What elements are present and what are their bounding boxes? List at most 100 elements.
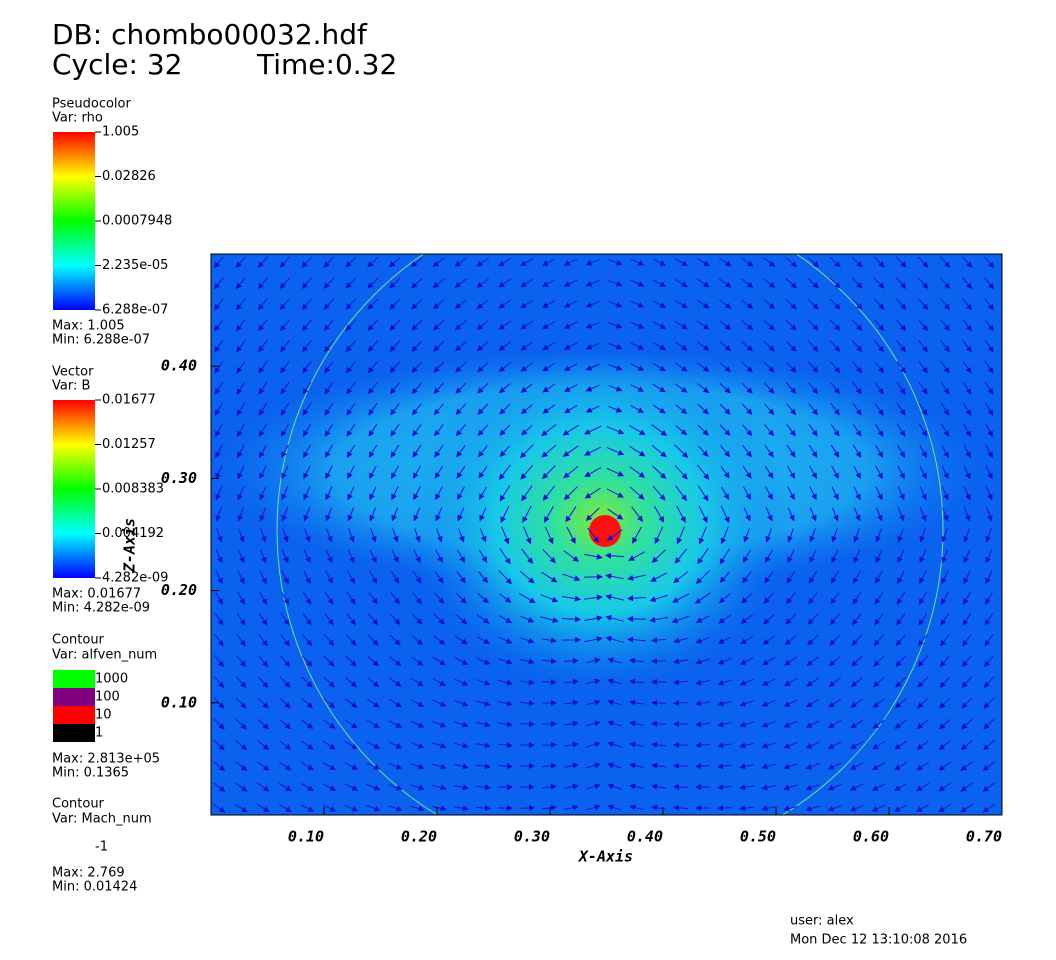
- vector-arrow: [411, 613, 423, 625]
- vector-arrow: [258, 360, 268, 374]
- vector-arrow: [303, 444, 311, 458]
- vector-arrow: [345, 319, 357, 331]
- vector-arrow: [742, 445, 752, 458]
- vector-arrow: [718, 614, 732, 624]
- vector-arrow: [498, 721, 513, 728]
- vector-arrow: [367, 277, 379, 289]
- vector-arrow: [499, 548, 511, 565]
- vector-arrow: [651, 741, 667, 748]
- vector-arrow: [608, 280, 623, 287]
- vector-arrow: [963, 486, 971, 501]
- vector-arrow: [541, 424, 557, 437]
- vector-arrow: [322, 783, 337, 791]
- vector-arrow: [215, 591, 223, 605]
- vector-arrow: [831, 549, 839, 564]
- date: Mon Dec 12 13:10:08 2016: [790, 933, 967, 948]
- vector-arrow: [916, 719, 929, 730]
- vector-arrow: [498, 464, 511, 480]
- vector-arrow: [366, 698, 380, 708]
- vector-arrow: [259, 591, 268, 605]
- vector-arrow: [237, 444, 245, 459]
- vector-arrow: [940, 340, 950, 353]
- vector-arrow: [963, 528, 970, 543]
- vector-arrow: [763, 319, 775, 331]
- vector-arrow: [456, 571, 466, 584]
- vector-arrow: [918, 591, 928, 605]
- vector-arrow: [807, 361, 819, 373]
- vector-arrow: [785, 613, 797, 625]
- vector-arrow: [717, 805, 733, 812]
- vector-arrow: [520, 299, 534, 309]
- vector-arrow: [962, 612, 972, 626]
- vector-arrow: [257, 718, 270, 730]
- vector-arrow: [345, 298, 357, 310]
- vector-arrow: [498, 278, 512, 288]
- vector-arrow: [214, 676, 225, 689]
- vector-arrow: [673, 679, 689, 686]
- vector-arrow: [301, 319, 312, 332]
- vector-arrow: [630, 300, 645, 308]
- vector-arrow: [412, 570, 422, 584]
- vector-arrow: [809, 507, 817, 522]
- vector-arrow: [761, 678, 776, 686]
- vector-arrow: [258, 655, 269, 668]
- vector-arrow: [695, 763, 711, 770]
- vector-arrow: [542, 341, 556, 351]
- vector-arrow: [719, 320, 732, 330]
- vector-arrow: [563, 550, 580, 562]
- vector-arrow: [896, 591, 906, 605]
- vector-arrow: [673, 571, 689, 584]
- vector-arrow: [651, 762, 667, 769]
- vector-arrow: [761, 763, 776, 770]
- vector-arrow: [388, 720, 403, 728]
- vector-arrow: [697, 464, 710, 480]
- vector-arrow: [652, 321, 667, 329]
- vector-arrow: [585, 507, 600, 521]
- vector-arrow: [368, 444, 378, 458]
- vector-arrow: [498, 679, 513, 686]
- vector-arrow: [632, 526, 642, 544]
- vector-arrow: [586, 657, 601, 664]
- vector-arrow: [519, 444, 534, 459]
- vector-arrow: [236, 402, 246, 416]
- vector-arrow: [649, 594, 668, 603]
- vector-arrow: [475, 805, 491, 812]
- vector-arrow: [784, 635, 797, 646]
- vector-arrow: [563, 342, 578, 350]
- vector-arrow: [786, 403, 797, 416]
- vector-arrow: [235, 761, 248, 771]
- vector-arrow: [498, 257, 512, 267]
- vector-arrow: [829, 319, 841, 331]
- vector-arrow: [324, 613, 334, 626]
- vector-arrow: [433, 319, 445, 331]
- vector-arrow: [829, 340, 841, 352]
- vector-arrow: [584, 594, 603, 601]
- vector-arrow: [325, 570, 333, 585]
- vector-arrow: [608, 259, 623, 266]
- vector-arrow: [852, 591, 862, 605]
- vector-arrow: [563, 465, 579, 479]
- vector-arrow: [809, 528, 816, 543]
- vector-arrow: [213, 761, 226, 772]
- vector-arrow: [586, 783, 601, 790]
- vector-arrow: [985, 465, 993, 480]
- vector-arrow: [649, 616, 668, 623]
- vector-arrow: [346, 382, 356, 395]
- vector-arrow: [984, 612, 994, 626]
- vector-arrow: [366, 762, 381, 770]
- colorbar-label: 4.282e-09: [102, 571, 168, 586]
- vector-arrow: [303, 486, 311, 501]
- vector-arrow: [455, 592, 467, 604]
- vector-arrow: [413, 507, 421, 522]
- vector-arrow: [323, 676, 335, 688]
- vector-arrow: [324, 634, 335, 647]
- vector-arrow: [808, 403, 818, 416]
- vector-arrow: [717, 763, 733, 770]
- vector-arrow: [413, 486, 421, 501]
- vector-arrow: [346, 444, 356, 458]
- vector-arrow: [389, 656, 402, 667]
- vector-arrow: [586, 699, 601, 706]
- vector-arrow: [761, 805, 776, 812]
- vector-arrow: [564, 804, 579, 811]
- vector-arrow: [674, 548, 688, 564]
